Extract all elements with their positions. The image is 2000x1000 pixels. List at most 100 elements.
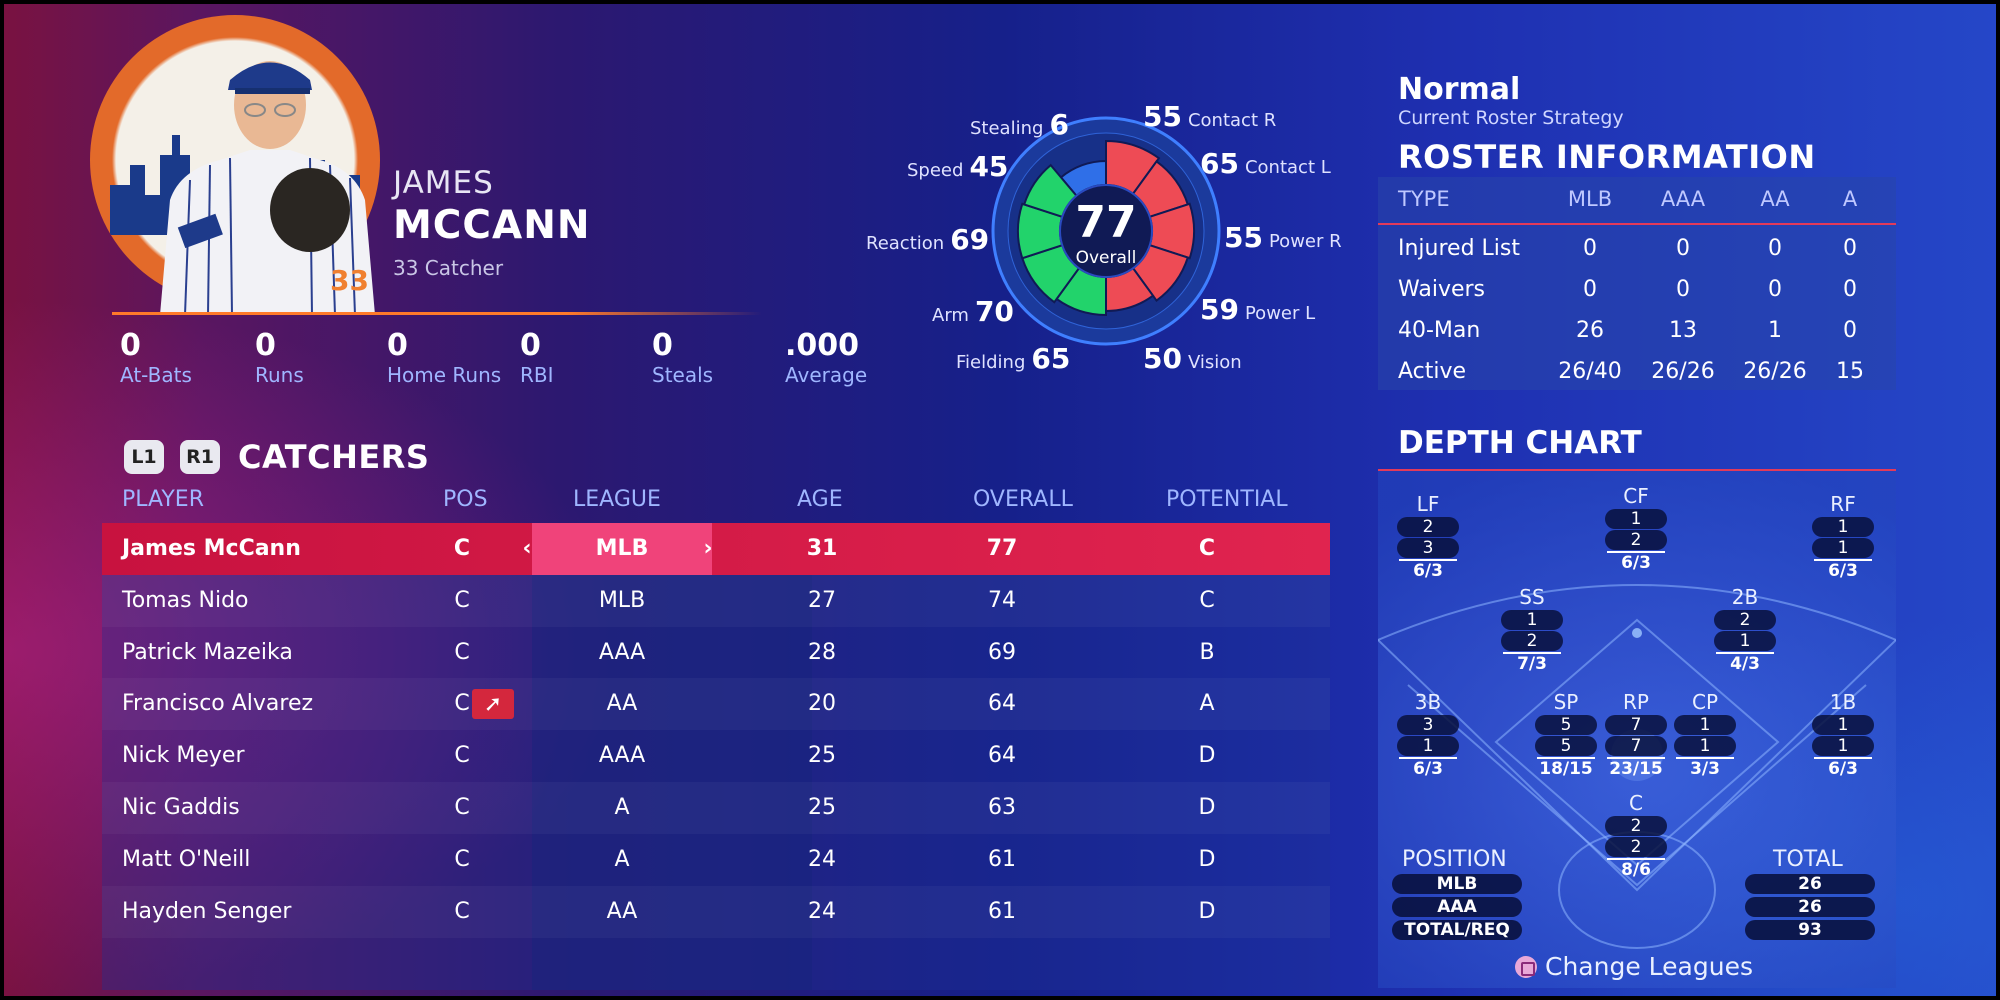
depth-total-total-req: 93 bbox=[1745, 920, 1875, 940]
depth-pos-sp[interactable]: SP 5 5 18/15 bbox=[1531, 690, 1601, 779]
depth-pos-ss[interactable]: SS 1 2 7/3 bbox=[1497, 585, 1567, 674]
attr-speed: Speed 45 bbox=[907, 150, 1009, 183]
depth-pos-lf[interactable]: LF 2 3 6/3 bbox=[1393, 492, 1463, 581]
table-row[interactable]: Nic Gaddis C A 25 63 D bbox=[102, 782, 1330, 834]
overall-label: Overall bbox=[1076, 248, 1137, 268]
stat-steals: 0 Steals bbox=[652, 330, 713, 388]
depth-position-mlb: MLB bbox=[1392, 874, 1522, 894]
stat-label: Home Runs bbox=[387, 363, 502, 387]
roster-info-header: TYPE MLB AAA AA A bbox=[1398, 187, 1858, 211]
player-potential: D bbox=[1198, 743, 1216, 769]
square-button-icon bbox=[1515, 955, 1537, 978]
depth-pos-3b[interactable]: 3B 3 1 6/3 bbox=[1393, 690, 1463, 779]
stat-label: RBI bbox=[520, 363, 554, 387]
player-age: 25 bbox=[808, 743, 836, 769]
depth-pos-1b[interactable]: 1B 1 1 6/3 bbox=[1808, 690, 1878, 779]
attr-reaction: Reaction 69 bbox=[866, 223, 990, 256]
player-pos: C bbox=[454, 898, 470, 924]
player-overall: 69 bbox=[988, 639, 1016, 665]
player-potential: D bbox=[1198, 898, 1216, 924]
table-body-backdrop bbox=[102, 523, 1330, 990]
depth-chart-divider bbox=[1378, 469, 1896, 471]
depth-pos-rf[interactable]: RF 1 1 6/3 bbox=[1808, 492, 1878, 581]
table-row[interactable]: Francisco Alvarez ➚ C AA 20 64 A bbox=[102, 678, 1330, 731]
stat-value: .000 bbox=[785, 328, 860, 363]
l1-bumper-button[interactable]: L1 bbox=[124, 440, 164, 474]
attr-contact-l: 65 Contact L bbox=[1200, 147, 1331, 180]
svg-text:33: 33 bbox=[330, 264, 369, 297]
player-pos: C bbox=[454, 691, 470, 717]
depth-total-mlb: 26 bbox=[1745, 874, 1875, 894]
depth-pos-2b[interactable]: 2B 2 1 4/3 bbox=[1710, 585, 1780, 674]
depth-pos-rp[interactable]: RP 7 7 23/15 bbox=[1601, 690, 1671, 779]
player-league: A bbox=[614, 795, 630, 820]
player-overall: 63 bbox=[988, 795, 1016, 820]
player-last-name: MCCANN bbox=[393, 203, 591, 248]
player-age: 27 bbox=[808, 587, 836, 613]
player-pos: C bbox=[454, 587, 470, 613]
stat-label: Steals bbox=[652, 363, 714, 387]
player-age: 24 bbox=[808, 846, 836, 872]
player-league: MLB bbox=[598, 587, 646, 613]
col-header-age: AGE bbox=[797, 487, 843, 512]
col-header-league: LEAGUE bbox=[573, 487, 661, 512]
depth-pos-cp[interactable]: CP 1 1 3/3 bbox=[1670, 690, 1740, 779]
player-name: Nick Meyer bbox=[122, 743, 245, 769]
attr-arm: Arm 70 bbox=[932, 295, 1014, 328]
attribute-wheel: 77 Overall bbox=[991, 116, 1221, 346]
col-header-overall: OVERALL bbox=[973, 487, 1073, 512]
attr-vision: 50 Vision bbox=[1143, 342, 1242, 375]
stat-at-bats: 0 At-Bats bbox=[120, 330, 192, 388]
table-row[interactable]: Hayden Senger C AA 24 61 D bbox=[102, 885, 1330, 938]
col-header-player: PLAYER bbox=[122, 487, 204, 512]
player-league[interactable]: MLB bbox=[532, 523, 712, 575]
player-overall: 61 bbox=[988, 898, 1016, 924]
change-leagues-button[interactable]: Change Leagues bbox=[1515, 952, 1753, 981]
depth-position-aaa: AAA bbox=[1392, 897, 1522, 917]
stat-label: Runs bbox=[255, 363, 304, 387]
player-pos: C bbox=[453, 536, 471, 561]
roster-info-row: 40-Man 26 13 1 0 bbox=[1398, 317, 1857, 343]
player-age: 20 bbox=[808, 691, 836, 717]
player-potential: B bbox=[1199, 639, 1215, 665]
chevron-left-icon[interactable]: ‹ bbox=[522, 536, 532, 561]
depth-pos-cf[interactable]: CF 1 2 6/3 bbox=[1601, 484, 1671, 573]
attr-contact-r: 55 Contact R bbox=[1143, 100, 1277, 133]
depth-position-total-req: TOTAL/REQ bbox=[1392, 920, 1522, 940]
attr-stealing: Stealing 6 bbox=[970, 108, 1069, 141]
header-divider bbox=[112, 312, 762, 315]
col-header-pos: POS bbox=[443, 487, 488, 512]
table-row[interactable]: Patrick Mazeika C AAA 28 69 B bbox=[102, 627, 1330, 679]
league-column-band bbox=[532, 523, 812, 990]
col-header-potential: POTENTIAL bbox=[1166, 487, 1288, 512]
stat-runs: 0 Runs bbox=[255, 330, 304, 388]
player-overall: 77 bbox=[986, 536, 1018, 561]
depth-total-label: TOTAL bbox=[1773, 847, 1843, 872]
player-name: Tomas Nido bbox=[122, 587, 249, 613]
player-potential: D bbox=[1198, 795, 1216, 820]
player-name: Francisco Alvarez bbox=[122, 691, 314, 717]
player-pos: C bbox=[454, 846, 470, 872]
depth-total-aaa: 26 bbox=[1745, 897, 1875, 917]
roster-strategy: Normal bbox=[1398, 72, 1521, 107]
player-league: AAA bbox=[598, 743, 646, 769]
table-row[interactable]: Tomas Nido C MLB 27 74 C bbox=[102, 574, 1330, 627]
player-name: Matt O'Neill bbox=[122, 846, 251, 872]
player-name: James McCann bbox=[122, 536, 301, 561]
player-pos: C bbox=[454, 795, 470, 820]
catchers-table: James McCann C MLB ‹ › 31 77 C Tomas Nido C MLB 27 7… bbox=[102, 523, 1330, 990]
player-number-position: 33 Catcher bbox=[393, 256, 504, 280]
table-row[interactable]: Matt O'Neill C A 24 61 D bbox=[102, 834, 1330, 886]
chevron-right-icon[interactable]: › bbox=[703, 536, 713, 561]
player-name: Patrick Mazeika bbox=[122, 639, 293, 665]
table-row-selected[interactable]: James McCann C MLB ‹ › 31 77 C bbox=[102, 523, 1330, 575]
depth-pos-c[interactable]: C 2 2 8/6 bbox=[1601, 791, 1671, 880]
r1-bumper-button[interactable]: R1 bbox=[180, 440, 220, 474]
attr-power-l: 59 Power L bbox=[1200, 293, 1316, 326]
table-row[interactable]: Nick Meyer C AAA 25 64 D bbox=[102, 730, 1330, 782]
player-name: Hayden Senger bbox=[122, 898, 292, 924]
player-pos: C bbox=[454, 639, 470, 665]
stat-value: 0 bbox=[120, 328, 141, 363]
player-league: AAA bbox=[598, 639, 646, 665]
roster-info-row: Injured List 0 0 0 0 bbox=[1398, 235, 1857, 261]
